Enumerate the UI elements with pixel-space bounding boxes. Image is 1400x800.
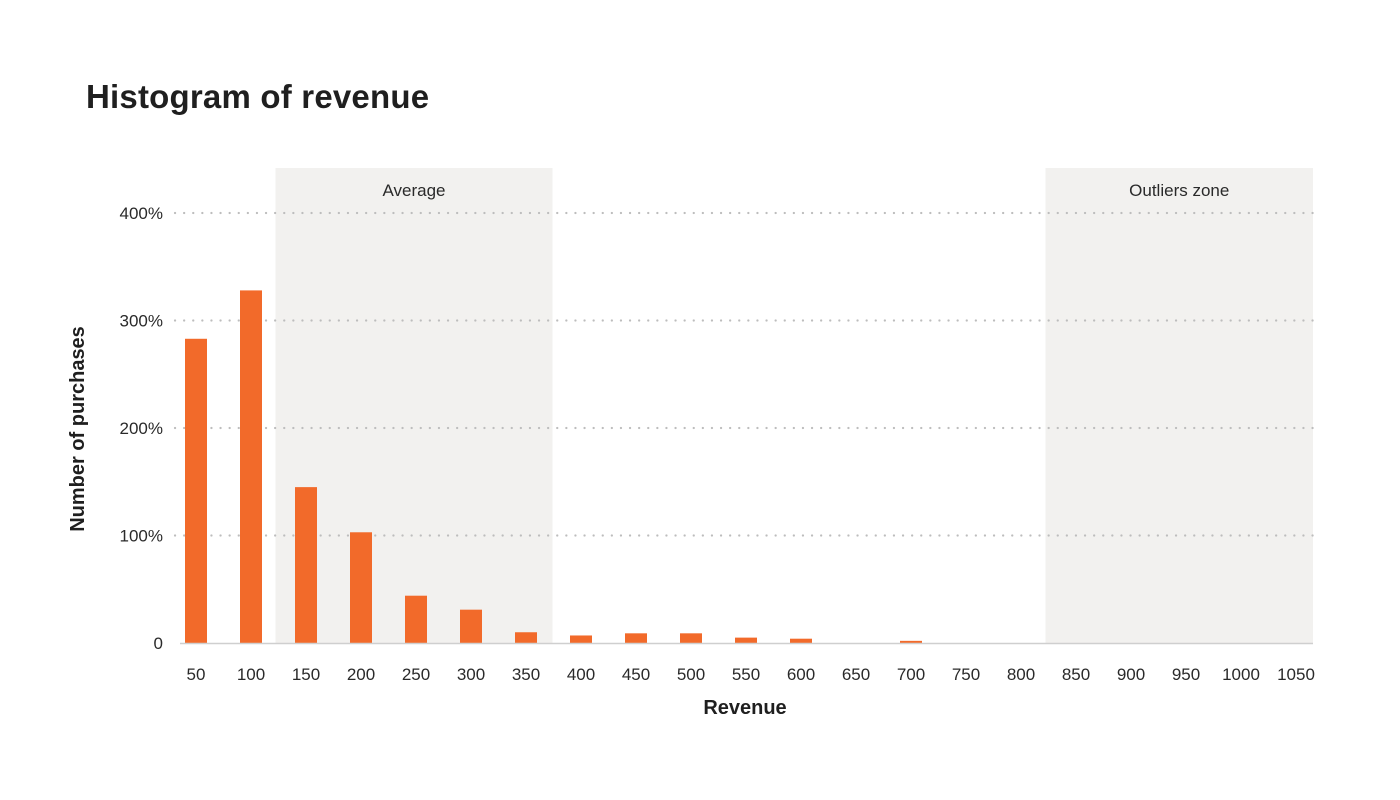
bar-50 xyxy=(185,338,207,643)
x-tick-label-500: 500 xyxy=(677,665,705,684)
bars-group xyxy=(185,290,922,643)
zone-label-outliers-zone: Outliers zone xyxy=(1129,181,1229,200)
zone-shading-group: Average Outliers zone xyxy=(275,168,1313,643)
bar-250 xyxy=(405,595,427,643)
x-tick-label-850: 850 xyxy=(1062,665,1090,684)
x-tick-label-250: 250 xyxy=(402,665,430,684)
axis-labels-group: Revenue Number of purchases xyxy=(67,326,787,719)
zone-outliers-zone xyxy=(1045,168,1313,643)
bar-300 xyxy=(460,609,482,643)
zone-average xyxy=(275,168,553,643)
x-tick-label-800: 800 xyxy=(1007,665,1035,684)
chart-title: Histogram of revenue xyxy=(86,78,430,115)
x-tick-label-350: 350 xyxy=(512,665,540,684)
y-tick-label-0: 0 xyxy=(154,634,163,653)
y-ticks-group: 0 100% 200% 300% 400% xyxy=(120,204,163,653)
x-tick-label-300: 300 xyxy=(457,665,485,684)
x-tick-label-650: 650 xyxy=(842,665,870,684)
bar-450 xyxy=(625,633,647,643)
y-tick-label-400: 400% xyxy=(120,204,163,223)
x-tick-label-400: 400 xyxy=(567,665,595,684)
bar-100 xyxy=(240,290,262,643)
bar-600 xyxy=(790,638,812,643)
x-tick-label-750: 750 xyxy=(952,665,980,684)
x-tick-label-900: 900 xyxy=(1117,665,1145,684)
bar-700 xyxy=(900,640,922,643)
x-ticks-group: 50 100 150 200 250 300 350 400 450 500 550 600 650 70… xyxy=(187,665,1315,684)
x-axis-label: Revenue xyxy=(703,697,786,719)
bar-200 xyxy=(350,532,372,643)
x-tick-label-550: 550 xyxy=(732,665,760,684)
x-tick-label-950: 950 xyxy=(1172,665,1200,684)
bar-500 xyxy=(680,633,702,643)
bar-550 xyxy=(735,637,757,643)
bar-400 xyxy=(570,635,592,643)
y-axis-label: Number of purchases xyxy=(67,326,89,532)
x-tick-label-700: 700 xyxy=(897,665,925,684)
x-tick-label-1050: 1050 xyxy=(1277,665,1315,684)
y-tick-label-200: 200% xyxy=(120,419,163,438)
x-tick-label-100: 100 xyxy=(237,665,265,684)
y-tick-label-100: 100% xyxy=(120,527,163,546)
y-tick-label-300: 300% xyxy=(120,312,163,331)
x-tick-label-200: 200 xyxy=(347,665,375,684)
x-tick-label-450: 450 xyxy=(622,665,650,684)
x-tick-label-600: 600 xyxy=(787,665,815,684)
bar-150 xyxy=(295,487,317,643)
x-tick-label-50: 50 xyxy=(187,665,206,684)
x-tick-label-150: 150 xyxy=(292,665,320,684)
x-tick-label-1000: 1000 xyxy=(1222,665,1260,684)
zone-label-average: Average xyxy=(382,181,445,200)
bar-350 xyxy=(515,632,537,643)
